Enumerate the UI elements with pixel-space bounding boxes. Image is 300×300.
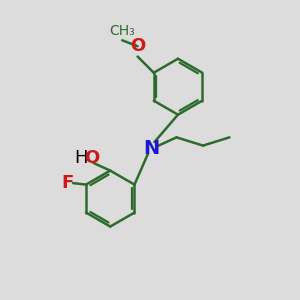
Text: H: H	[74, 149, 88, 167]
Text: N: N	[143, 139, 160, 158]
Text: F: F	[61, 174, 74, 192]
Text: O: O	[130, 37, 145, 55]
Text: O: O	[84, 149, 100, 167]
Text: CH₃: CH₃	[110, 24, 135, 38]
